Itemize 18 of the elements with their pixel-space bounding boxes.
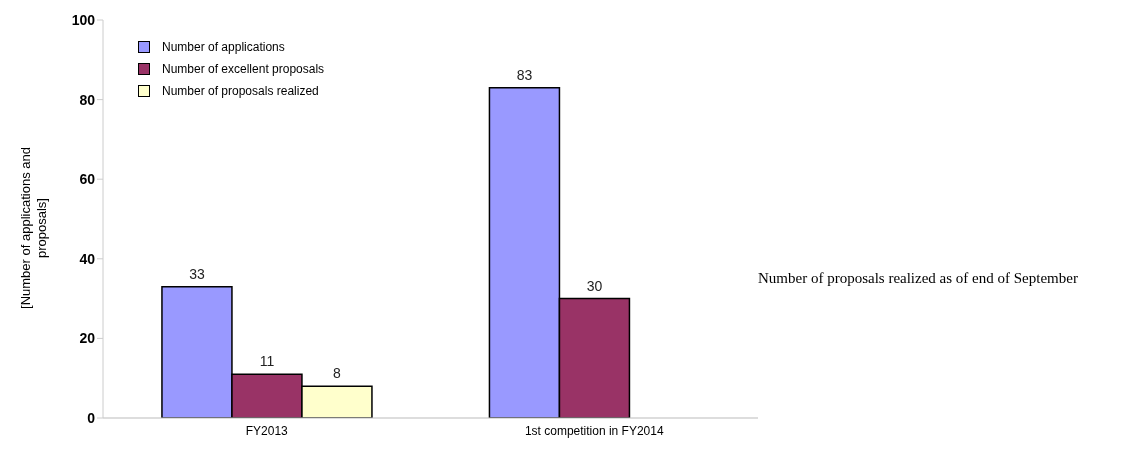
data-label: 30 [586,277,603,294]
legend-label: Number of excellent proposals [162,62,325,76]
y-tick-label: 60 [79,171,96,188]
legend-label: Number of proposals realized [162,84,319,98]
y-tick-label: 20 [79,330,96,347]
x-tick-label: FY2013 [245,423,289,438]
y-tick-label: 0 [87,409,96,426]
data-label: 11 [259,353,275,370]
x-tick-label: 1st competition in FY2014 [524,423,664,438]
y-tick-label: 80 [79,91,96,108]
legend-label: Number of applications [162,40,285,54]
y-tick-label: 100 [71,11,96,28]
data-label: 33 [189,265,205,282]
y-axis-title: [Number of applications and proposals] [18,146,50,311]
annotation: Number of proposals realized as of end of September [758,269,1079,288]
y-tick-label: 40 [79,250,96,267]
data-label: 83 [516,66,533,83]
data-label: 8 [333,365,342,382]
